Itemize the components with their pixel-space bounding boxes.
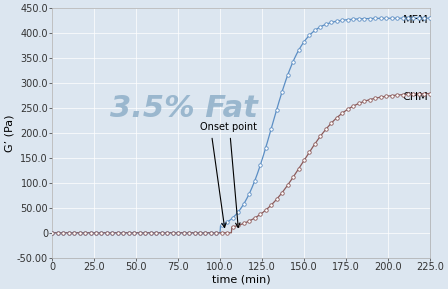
Text: MFM: MFM — [403, 15, 428, 25]
Text: Onset point: Onset point — [200, 122, 257, 131]
X-axis label: time (min): time (min) — [212, 275, 271, 285]
Text: CHM: CHM — [402, 92, 428, 102]
Text: 3.5% Fat: 3.5% Fat — [111, 94, 258, 123]
Y-axis label: G’ (Pa): G’ (Pa) — [4, 114, 14, 152]
